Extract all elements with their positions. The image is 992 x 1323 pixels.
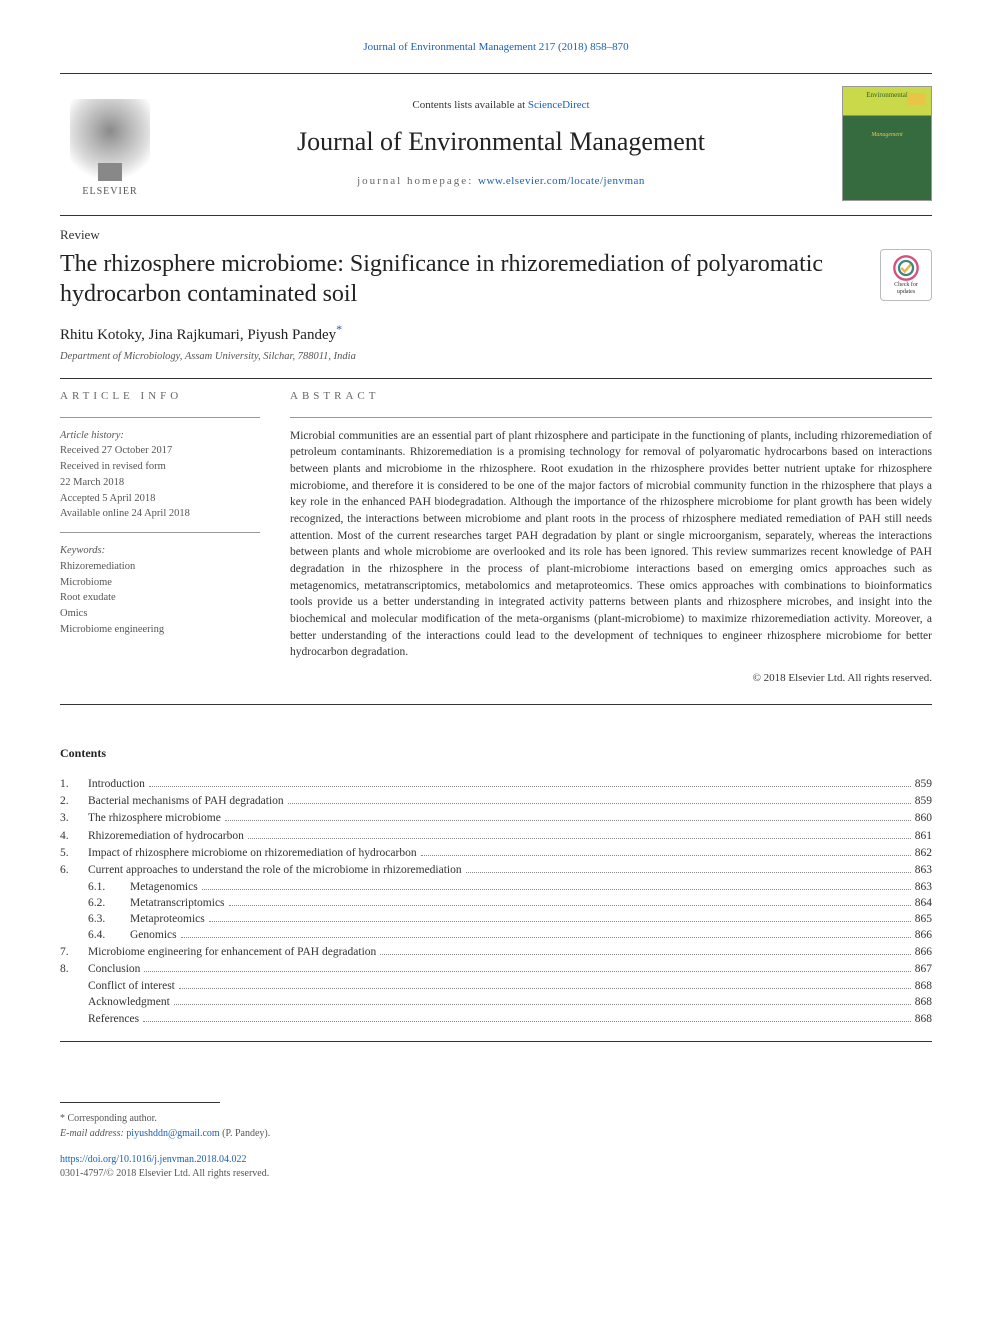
toc-item[interactable]: 8.Conclusion867 [60,961,932,977]
authors-names: Rhitu Kotoky, Jina Rajkumari, Piyush Pan… [60,327,336,343]
article-history: Article history: Received 27 October 201… [60,428,260,523]
keyword-item: Root exudate [60,590,260,606]
crossmark-badge[interactable]: Check forupdates [880,249,932,301]
email-line: E-mail address: piyushddn@gmail.com (P. … [60,1126,932,1141]
abstract-column: ABSTRACT Microbial communities are an es… [290,389,932,686]
journal-homepage-line: journal homepage: www.elsevier.com/locat… [180,174,822,189]
history-accepted: Accepted 5 April 2018 [60,491,260,507]
corresponding-mark: * [336,322,342,336]
homepage-prefix: journal homepage: [357,175,478,187]
cover-text-mid: Management [843,131,931,139]
article-info-label: ARTICLE INFO [60,389,260,404]
toc-tail-item[interactable]: Conflict of interest868 [60,978,932,994]
rule-info-1 [60,417,260,418]
email-label: E-mail address: [60,1128,126,1139]
elsevier-tree-icon [70,99,150,179]
elsevier-logo[interactable]: ELSEVIER [60,89,160,199]
title-row: The rhizosphere microbiome: Significance… [60,249,932,309]
article-title: The rhizosphere microbiome: Significance… [60,249,864,309]
header-center: Contents lists available at ScienceDirec… [180,98,822,189]
toc-tail-item[interactable]: References868 [60,1011,932,1027]
journal-cover-thumbnail[interactable]: Environmental Management [842,86,932,201]
toc-item[interactable]: 2.Bacterial mechanisms of PAH degradatio… [60,793,932,809]
toc-tail-item[interactable]: Acknowledgment868 [60,994,932,1010]
contents-lists-line: Contents lists available at ScienceDirec… [180,98,822,113]
contents-heading: Contents [60,745,932,762]
toc-item[interactable]: 4.Rhizoremediation of hydrocarbon861 [60,828,932,844]
cover-text-top: Environmental [843,87,931,101]
keywords-label: Keywords: [60,543,260,559]
rule-below-header [60,215,932,216]
rule-info-2 [60,532,260,533]
rule-below-toc [60,1041,932,1042]
abstract-label: ABSTRACT [290,389,932,404]
crossmark-label: Check forupdates [894,282,918,295]
issn-line: 0301-4797/© 2018 Elsevier Ltd. All right… [60,1167,932,1181]
corresponding-author-note: * Corresponding author. [60,1111,932,1126]
keywords-list: Rhizoremediation Microbiome Root exudate… [60,559,260,638]
rule-below-abstract [60,704,932,705]
abstract-copyright: © 2018 Elsevier Ltd. All rights reserved… [290,671,932,686]
abstract-text: Microbial communities are an essential p… [290,428,932,661]
email-link[interactable]: piyushddn@gmail.com [126,1128,219,1139]
keyword-item: Rhizoremediation [60,559,260,575]
article-info-column: ARTICLE INFO Article history: Received 2… [60,389,260,686]
toc-item[interactable]: 3.The rhizosphere microbiome860 [60,810,932,826]
keyword-item: Microbiome engineering [60,622,260,638]
toc-subitem[interactable]: 6.3.Metaproteomics865 [60,911,932,927]
toc-item[interactable]: 6.Current approaches to understand the r… [60,862,932,878]
history-received: Received 27 October 2017 [60,443,260,459]
crossmark-icon [892,254,920,282]
rule-abstract [290,417,932,418]
footnote-rule [60,1102,220,1103]
history-revised-2: 22 March 2018 [60,475,260,491]
article-type: Review [60,226,932,244]
affiliation: Department of Microbiology, Assam Univer… [60,350,932,365]
keyword-item: Omics [60,606,260,622]
keywords-block: Keywords: Rhizoremediation Microbiome Ro… [60,543,260,638]
toc-subitem[interactable]: 6.2.Metatranscriptomics864 [60,895,932,911]
keyword-item: Microbiome [60,575,260,591]
history-revised-1: Received in revised form [60,459,260,475]
email-suffix: (P. Pandey). [220,1128,271,1139]
sciencedirect-link[interactable]: ScienceDirect [528,99,590,111]
rule-above-info [60,378,932,379]
toc-subitem[interactable]: 6.4.Genomics866 [60,927,932,943]
journal-citation: Journal of Environmental Management 217 … [60,40,932,55]
history-online: Available online 24 April 2018 [60,506,260,522]
rule-top [60,73,932,74]
journal-title: Journal of Environmental Management [180,124,822,160]
history-label: Article history: [60,428,260,444]
info-abstract-row: ARTICLE INFO Article history: Received 2… [60,389,932,686]
contents-prefix: Contents lists available at [412,99,527,111]
toc-subitem[interactable]: 6.1.Metagenomics863 [60,879,932,895]
toc-item[interactable]: 1.Introduction859 [60,776,932,792]
doi-link[interactable]: https://doi.org/10.1016/j.jenvman.2018.0… [60,1153,932,1167]
journal-header: ELSEVIER Contents lists available at Sci… [60,86,932,201]
elsevier-label: ELSEVIER [82,185,137,199]
toc-item[interactable]: 5.Impact of rhizosphere microbiome on rh… [60,845,932,861]
table-of-contents: 1.Introduction859 2.Bacterial mechanisms… [60,776,932,1026]
authors-line: Rhitu Kotoky, Jina Rajkumari, Piyush Pan… [60,321,932,346]
toc-item[interactable]: 7.Microbiome engineering for enhancement… [60,944,932,960]
journal-homepage-link[interactable]: www.elsevier.com/locate/jenvman [478,175,645,187]
